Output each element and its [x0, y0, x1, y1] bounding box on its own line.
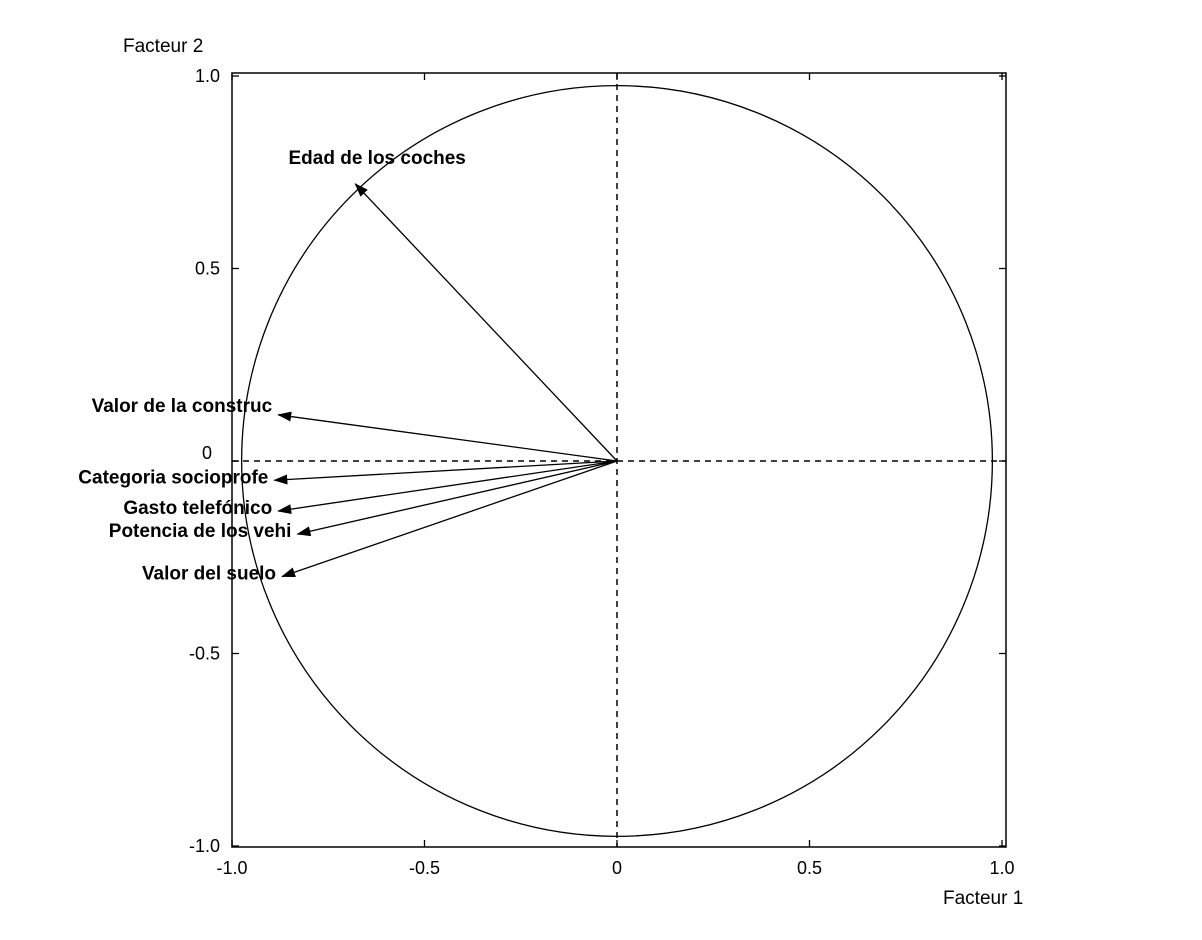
variable-label: Categoria socioprofe	[78, 467, 268, 488]
x-axis-tick-labels: -1.0 -0.5 0 0.5 1.0	[216, 858, 1014, 878]
x-tick-label: -0.5	[409, 858, 440, 878]
variable-arrow	[277, 411, 618, 462]
variable-label: Edad de los coches	[288, 148, 465, 169]
y-tick-label: 0.5	[195, 259, 220, 279]
plot-frame	[231, 72, 1007, 848]
x-tick-label: -1.0	[216, 858, 247, 878]
variable-label: Potencia de los vehi	[109, 521, 292, 542]
variable-arrows	[273, 183, 618, 578]
unit-circle	[240, 84, 994, 838]
x-tick-label: 0	[612, 858, 622, 878]
variable-arrow	[281, 460, 618, 578]
x-tick-label: 1.0	[989, 858, 1014, 878]
variable-label: Valor de la construc	[92, 396, 273, 417]
variable-label: Gasto telefónico	[123, 498, 272, 519]
y-tick-label: -0.5	[189, 644, 220, 664]
variable-arrow	[273, 460, 618, 485]
y-tick-label: -1.0	[189, 836, 220, 856]
variable-labels: Edad de los coches Valor de la construc …	[78, 148, 466, 585]
variable-label: Valor del suelo	[142, 564, 276, 585]
x-axis-title: Facteur 1	[943, 888, 1023, 909]
variable-arrow	[277, 460, 618, 515]
y-axis-ticks	[232, 75, 1006, 847]
x-tick-label: 0.5	[797, 858, 822, 878]
variable-arrow	[354, 183, 618, 462]
y-axis-tick-labels: 1.0 0.5 0 -0.5 -1.0	[189, 66, 220, 856]
variable-arrow	[296, 460, 618, 537]
y-axis-title: Facteur 2	[123, 36, 203, 57]
y-tick-label: 0	[202, 443, 212, 463]
y-tick-label: 1.0	[195, 66, 220, 86]
